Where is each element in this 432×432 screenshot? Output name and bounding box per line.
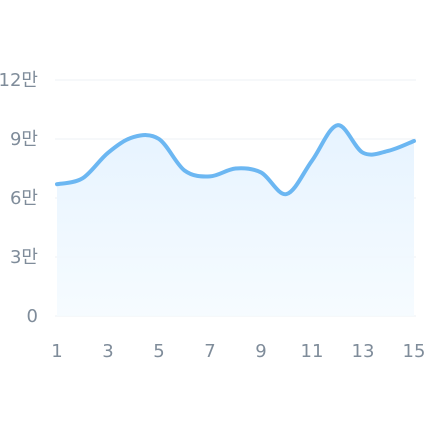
x-tick-label: 15	[403, 341, 426, 362]
x-tick-label: 13	[352, 341, 375, 362]
y-tick-label: 12만	[0, 70, 38, 91]
x-tick-label: 11	[301, 341, 324, 362]
x-tick-label: 7	[204, 341, 215, 362]
y-tick-label: 3만	[10, 247, 38, 268]
y-tick-label: 0	[27, 306, 38, 327]
x-tick-label: 3	[102, 341, 113, 362]
x-tick-label: 1	[51, 341, 62, 362]
line-layer	[55, 123, 416, 197]
y-axis: 0 3만 6만 9만 12만	[0, 70, 38, 327]
x-axis: 1 3 5 7 9 11 13 15	[51, 341, 425, 362]
y-tick-label: 6만	[10, 188, 38, 209]
y-tick-label: 9만	[10, 129, 38, 150]
x-tick-label: 5	[153, 341, 164, 362]
area-fill	[57, 125, 414, 316]
x-tick-label: 9	[255, 341, 266, 362]
series-line	[55, 123, 416, 197]
area-layer	[57, 125, 414, 316]
